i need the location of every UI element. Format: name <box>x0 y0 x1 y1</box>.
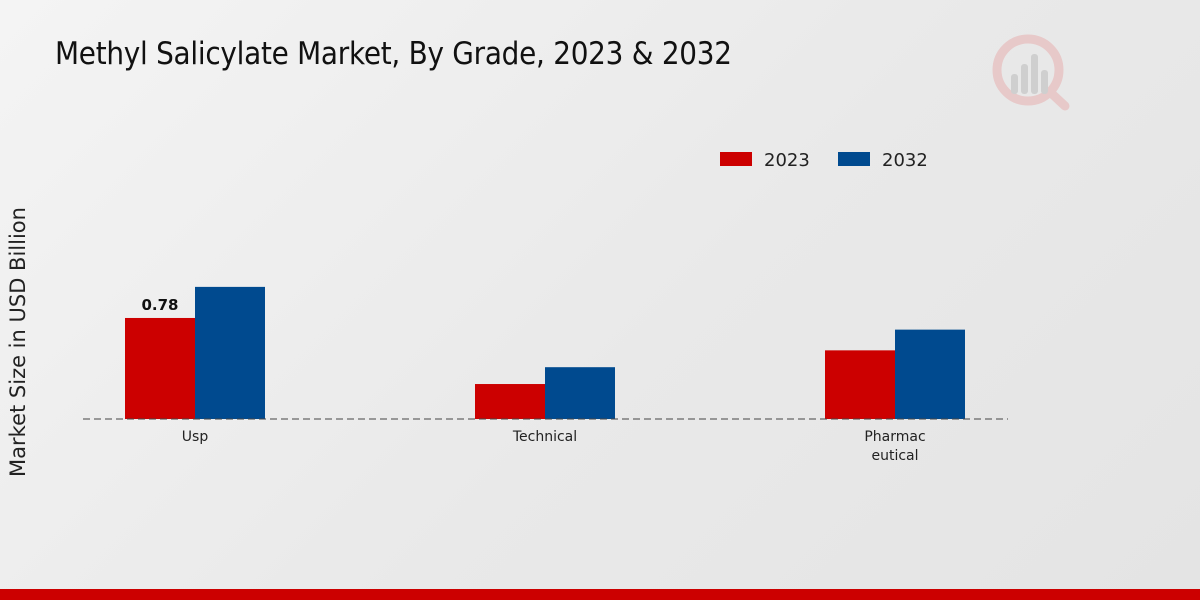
bar-2023-2 <box>825 350 895 419</box>
bar-2032-2 <box>895 329 965 419</box>
legend-label-2032: 2032 <box>882 150 928 171</box>
legend-swatch-2023 <box>720 152 752 166</box>
bar-2023-0 <box>125 317 195 419</box>
x-tick-label-1-0: Technical <box>512 429 577 445</box>
bottom-accent-bar <box>0 589 1200 600</box>
x-tick-label-0-0: Usp <box>182 429 209 445</box>
legend-label-2023: 2023 <box>764 150 810 171</box>
bars-group: 0.78 <box>125 286 965 419</box>
chart-title: Methyl Salicylate Market, By Grade, 2023… <box>55 36 732 72</box>
x-tick-label-2-0: Pharmac <box>864 429 925 445</box>
legend-swatch-2032 <box>838 152 870 166</box>
x-tick-label-2-1: eutical <box>871 448 918 464</box>
x-tick-labels: Usp Technical Pharmac eutical <box>182 429 926 464</box>
legend: 2023 2032 <box>720 150 928 171</box>
bar-2023-1 <box>475 384 545 419</box>
brand-logo-icon <box>990 30 1072 116</box>
bar-2032-1 <box>545 367 615 419</box>
bar-2032-0 <box>195 286 265 419</box>
data-label-0: 0.78 <box>141 296 178 314</box>
